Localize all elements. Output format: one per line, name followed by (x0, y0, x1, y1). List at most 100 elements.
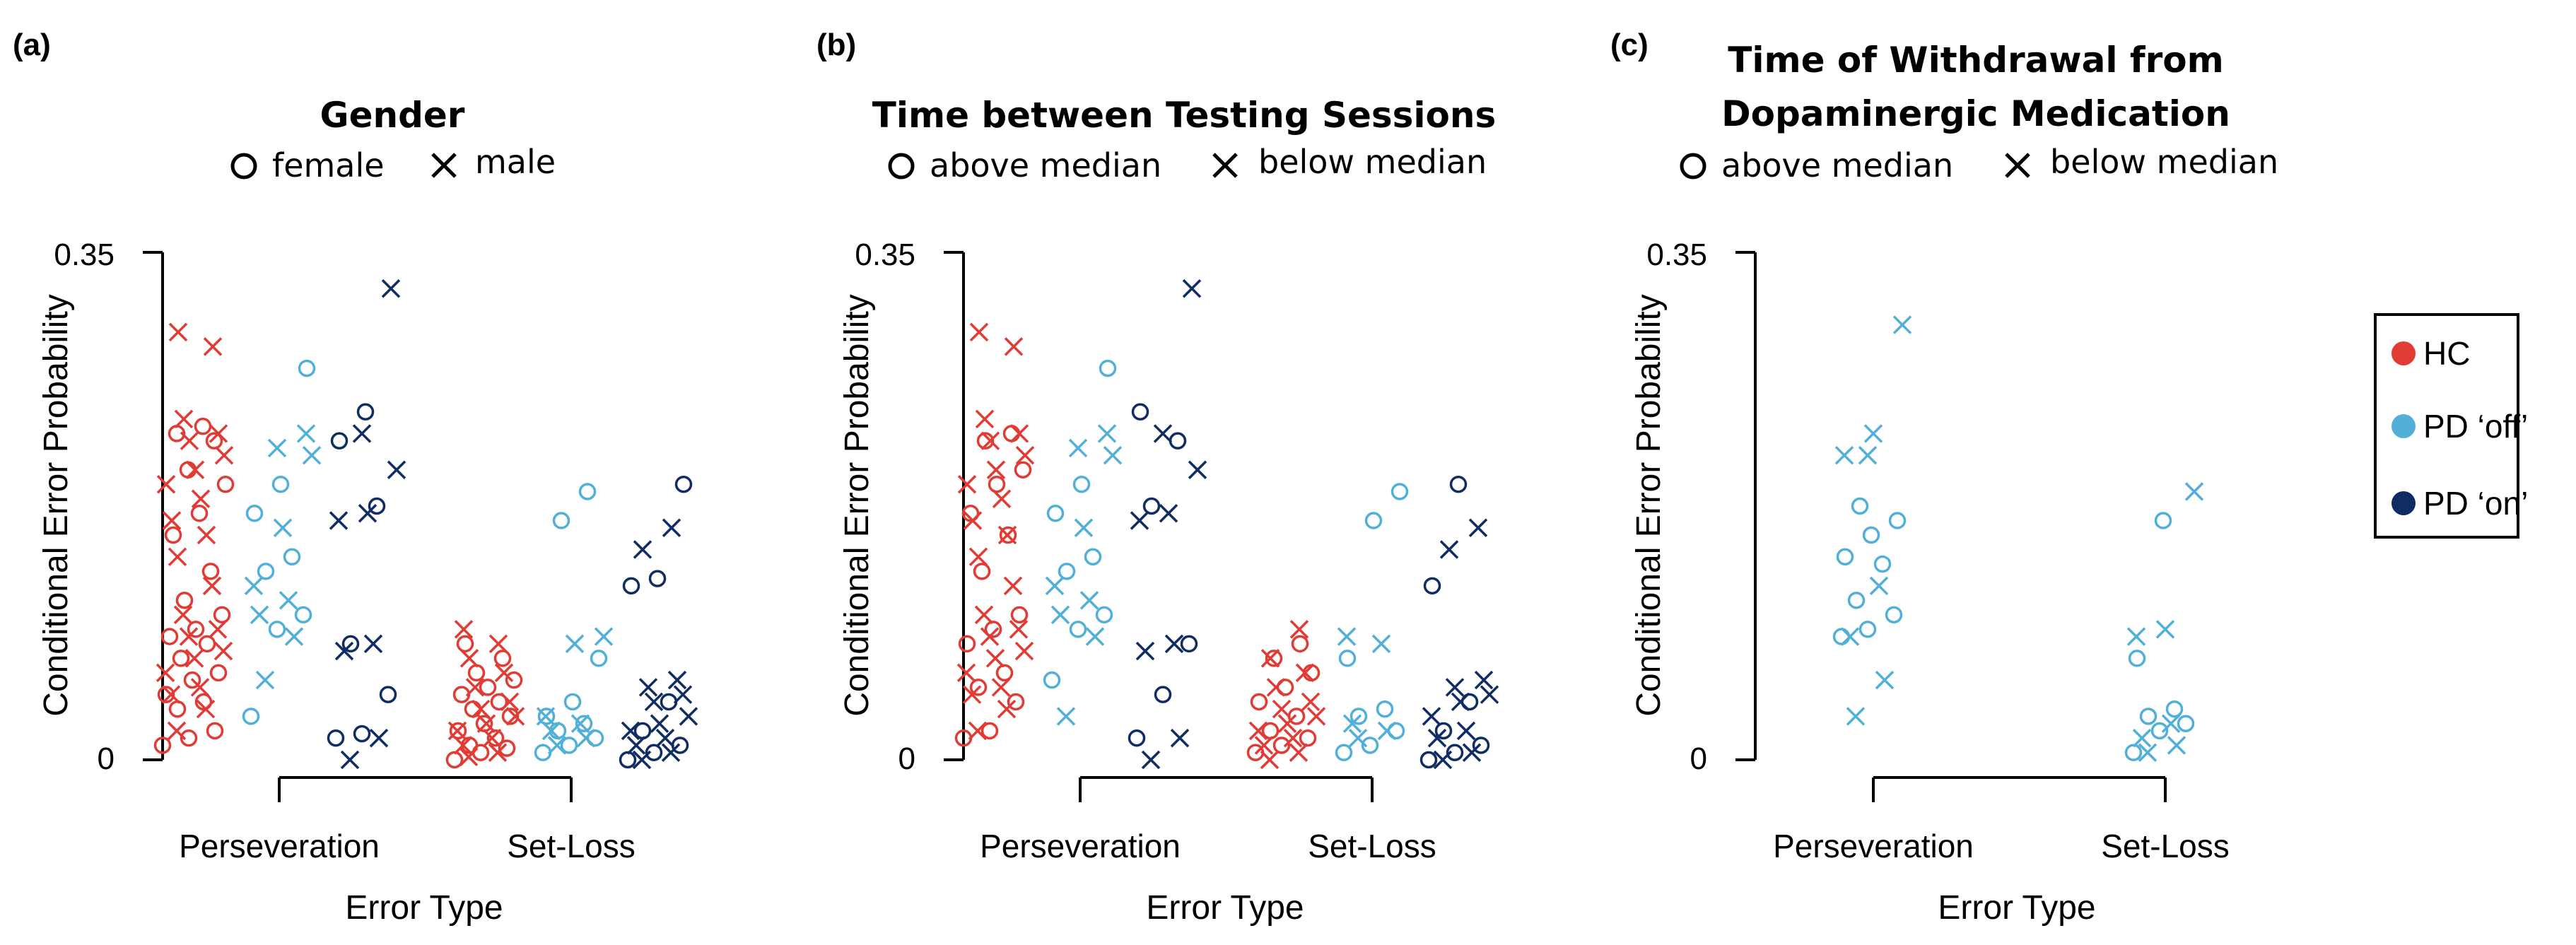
data-point-cross (2184, 482, 2204, 501)
x-category-label: Set-Loss (1308, 828, 1436, 864)
data-point-cross (279, 591, 298, 610)
series-PD_off-Set-Loss (2124, 482, 2204, 762)
data-point-cross (156, 474, 176, 494)
data-point-cross (185, 460, 205, 479)
data-point-cross (1164, 634, 1184, 654)
data-point-cross (1480, 685, 1499, 704)
data-point-cross (1266, 678, 1286, 697)
series-PD_on-Set-Loss (619, 475, 698, 770)
data-point-cross (594, 627, 614, 646)
data-point-cross (1306, 707, 1326, 726)
data-point-circle (1376, 700, 1394, 718)
data-point-circle (1265, 650, 1283, 667)
data-point-cross (482, 728, 502, 748)
cross-marker-icon (2005, 153, 2030, 178)
y-tick-label-top: 0.35 (855, 237, 915, 272)
legend-circle-label: female (272, 146, 385, 184)
data-point-cross (1295, 663, 1315, 683)
x-category-label: Perseveration (1773, 828, 1974, 864)
data-point-cross (1462, 743, 1482, 762)
data-point-circle (1338, 650, 1357, 667)
y-axis-label: Conditional Error Probability (37, 294, 75, 717)
data-point-cross (340, 750, 360, 770)
data-point-cross (1337, 627, 1357, 646)
data-point-circle (1043, 671, 1061, 689)
data-point-circle (1169, 432, 1187, 450)
data-point-circle (2128, 650, 2146, 667)
data-point-circle (1449, 475, 1468, 493)
data-point-cross (1301, 692, 1321, 712)
data-point-circle (980, 722, 999, 740)
legend-pd-off-dot (2391, 414, 2416, 438)
data-point-circle (198, 635, 216, 653)
panel-a-marker-legend: female male (230, 143, 556, 184)
legend-cross-label: below median (1258, 143, 1487, 181)
data-point-circle (1335, 744, 1353, 761)
data-point-circle (271, 475, 290, 493)
data-point-cross (250, 605, 269, 625)
data-point-circle (999, 526, 1017, 544)
data-point-cross (991, 678, 1011, 697)
data-point-cross (1153, 424, 1173, 443)
data-point-cross (488, 743, 508, 762)
data-point-circle (498, 739, 516, 757)
data-point-cross (465, 678, 485, 697)
data-point-cross (968, 721, 988, 741)
data-point-circle (2150, 722, 2169, 740)
data-point-cross (447, 721, 467, 741)
data-point-circle (180, 729, 198, 747)
data-point-circle (456, 635, 474, 653)
data-point-cross (302, 445, 322, 465)
data-point-circle (1180, 635, 1198, 653)
data-point-cross (1130, 511, 1149, 530)
data-point-circle (157, 686, 175, 703)
series-HC-Set-Loss (1246, 620, 1326, 770)
data-point-cross (1074, 518, 1094, 538)
data-point-circle (179, 461, 197, 479)
data-point-circle (1361, 736, 1379, 754)
y-axis-label: Conditional Error Probability (1630, 294, 1668, 717)
data-point-circle (242, 708, 260, 725)
data-point-circle (1128, 729, 1146, 747)
data-point-circle (160, 628, 179, 645)
data-point-cross (209, 424, 228, 443)
data-point-cross (2126, 627, 2146, 646)
data-point-cross (565, 634, 585, 654)
data-point-cross (471, 699, 491, 719)
data-point-circle (187, 621, 205, 638)
data-point-cross (156, 663, 175, 683)
data-point-cross (679, 707, 698, 726)
data-point-circle (356, 403, 375, 421)
data-point-circle (153, 736, 172, 754)
data-point-cross (541, 721, 561, 741)
circle-marker-icon (1680, 153, 1706, 180)
data-point-cross (1456, 721, 1476, 741)
panel-c-plot (1735, 251, 2204, 802)
data-point-circle (216, 475, 235, 493)
data-point-cross (273, 518, 293, 538)
data-point-circle (969, 679, 988, 696)
legend-circle-label: above median (930, 146, 1161, 184)
data-point-cross (1433, 750, 1453, 770)
data-point-cross (661, 743, 681, 762)
panel-a-letter: (a) (13, 28, 51, 62)
legend-pd-on-dot (2391, 491, 2416, 515)
data-point-circle (2139, 708, 2158, 725)
y-axis (143, 251, 164, 761)
data-point-circle (1276, 679, 1294, 696)
data-point-cross (1004, 337, 1024, 356)
data-point-cross (1474, 670, 1494, 690)
data-point-cross (570, 714, 590, 733)
panel-b-plot (944, 251, 1499, 802)
data-point-cross (1468, 518, 1488, 538)
data-point-cross (352, 424, 372, 443)
data-point-circle (2177, 715, 2195, 732)
data-point-circle (1460, 693, 1479, 711)
series-PD_on-Perseveration (327, 279, 406, 770)
data-point-cross (1289, 620, 1309, 639)
data-point-cross (974, 605, 994, 625)
data-point-circle (464, 700, 482, 718)
data-point-cross (1003, 576, 1023, 596)
data-point-cross (208, 620, 228, 639)
data-point-circle (1832, 628, 1851, 645)
